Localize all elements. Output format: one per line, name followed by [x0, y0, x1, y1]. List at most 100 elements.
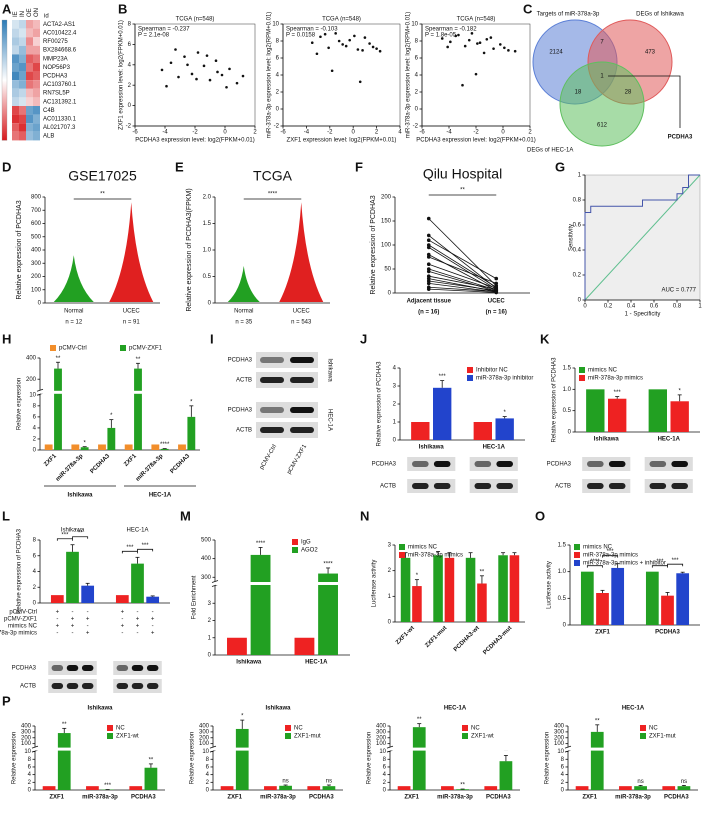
y-tick-label: 2: [33, 437, 37, 443]
y-tick-label: 0: [415, 107, 419, 113]
x-tick-label: ZXF1: [582, 795, 597, 801]
venn-set: [559, 61, 645, 147]
y-axis-label: Relative expression of PCDHA3: [16, 200, 23, 299]
heatmap-cell: [26, 37, 33, 46]
legend-swatch: [467, 375, 473, 381]
x-tick-label: 0: [583, 304, 587, 310]
bar: [645, 571, 659, 625]
condition-sign: -: [56, 631, 58, 637]
n-label: n = 35: [235, 320, 253, 326]
region-count: 2124: [549, 50, 563, 56]
y-tick-label: 0.6: [573, 223, 582, 229]
y-axis-label: Relative expression: [12, 732, 18, 784]
y-tick-label: 6: [128, 42, 132, 48]
bar: [456, 789, 469, 790]
n-label: (n = 16): [418, 310, 439, 316]
point: [467, 38, 471, 42]
point: [440, 37, 444, 40]
bar: [227, 637, 247, 655]
heatmap-cell: [33, 45, 40, 55]
bar: [44, 444, 53, 450]
x-tick-label: miR-378a-3p: [437, 795, 473, 801]
y-tick-label: 200: [31, 274, 42, 280]
bar: [57, 733, 71, 790]
y-tick-label: 0: [383, 788, 387, 794]
x-tick-label: miR-378a-3p: [82, 795, 118, 801]
point: [363, 36, 367, 39]
row-label: ALB: [43, 134, 54, 140]
axis-break: [387, 747, 393, 752]
heatmap-cell: [12, 106, 19, 115]
condition-sign: +: [151, 617, 155, 623]
panel-letter: J: [360, 331, 367, 346]
legend-swatch: [574, 552, 580, 558]
blot-band: [474, 483, 492, 489]
point: [319, 35, 322, 39]
blot-band: [608, 483, 626, 489]
condition-sign: +: [121, 624, 125, 630]
heatmap-cell: [26, 63, 33, 72]
legend-swatch: [462, 725, 468, 731]
y-tick-label: 300: [31, 261, 42, 267]
y-tick-label: 8: [28, 757, 32, 763]
y-tick-label: 0: [28, 788, 32, 794]
heatmap-cell: [33, 114, 40, 124]
bar: [495, 418, 514, 440]
condition-sign: +: [56, 624, 60, 630]
y-tick-label: 400: [199, 724, 210, 730]
condition-sign: +: [71, 617, 75, 623]
x-tick-label: PCDHA3: [131, 795, 156, 801]
lane-label: pCMV-ZXF1: [286, 443, 308, 475]
blot-band: [290, 377, 314, 383]
point: [426, 281, 431, 286]
heatmap-cell: [19, 114, 26, 124]
significance: *: [190, 399, 193, 405]
blot-band: [260, 377, 284, 383]
chart-title: Qilu Hospital: [423, 166, 502, 182]
region-count: 7: [600, 40, 604, 46]
x-tick-label: Ishikawa: [61, 528, 85, 534]
set-label: DEGs of HEC-1A: [527, 148, 573, 154]
bar: [115, 595, 129, 603]
x-tick-label: UCEC: [488, 299, 506, 305]
y-axis-label: Luciferase activity: [372, 560, 378, 608]
bar: [662, 786, 676, 790]
blot-band: [66, 683, 79, 689]
x-tick-label: ZXF1: [49, 795, 64, 801]
x-tick-label: HEC-1A: [483, 445, 506, 451]
panel-letter: I: [210, 331, 214, 346]
condition-sign: +: [71, 624, 75, 630]
blot-label: ACTB: [236, 378, 252, 384]
heatmap-cell: [26, 20, 33, 29]
y-axis-label: Relative expression: [17, 378, 23, 430]
violin: [53, 255, 94, 302]
y-tick-label: 8: [276, 39, 280, 45]
point: [449, 40, 452, 44]
bar: [80, 447, 89, 450]
heatmap-cell: [33, 54, 40, 63]
x-tick-label: 1: [698, 304, 702, 310]
x-tick-label: -6: [132, 130, 138, 136]
point: [348, 38, 351, 42]
y-tick-label: 3: [388, 543, 392, 549]
condition-sign: -: [137, 631, 139, 637]
annotation: AUC = 0.777: [661, 288, 696, 294]
y-tick-label: 0: [38, 301, 42, 307]
bracket: [667, 563, 684, 567]
point: [503, 46, 506, 50]
y-tick-label: 200: [554, 735, 565, 741]
point: [202, 64, 206, 68]
y-axis-label: Relative expression of PCDHA3(FPKM): [186, 188, 193, 311]
y-tick-label: 0: [388, 291, 392, 297]
y-tick-label: 8: [128, 22, 132, 28]
legend-swatch: [292, 539, 298, 545]
bar: [465, 557, 476, 622]
point: [361, 49, 364, 52]
bar: [187, 416, 196, 450]
legend-label: ZXF1-wt: [116, 734, 139, 740]
stat-label: P = 2.1e-08: [138, 33, 170, 39]
heatmap-cell: [33, 88, 40, 98]
x-tick-label: -2: [192, 130, 198, 136]
point: [474, 72, 478, 76]
point: [315, 52, 319, 56]
